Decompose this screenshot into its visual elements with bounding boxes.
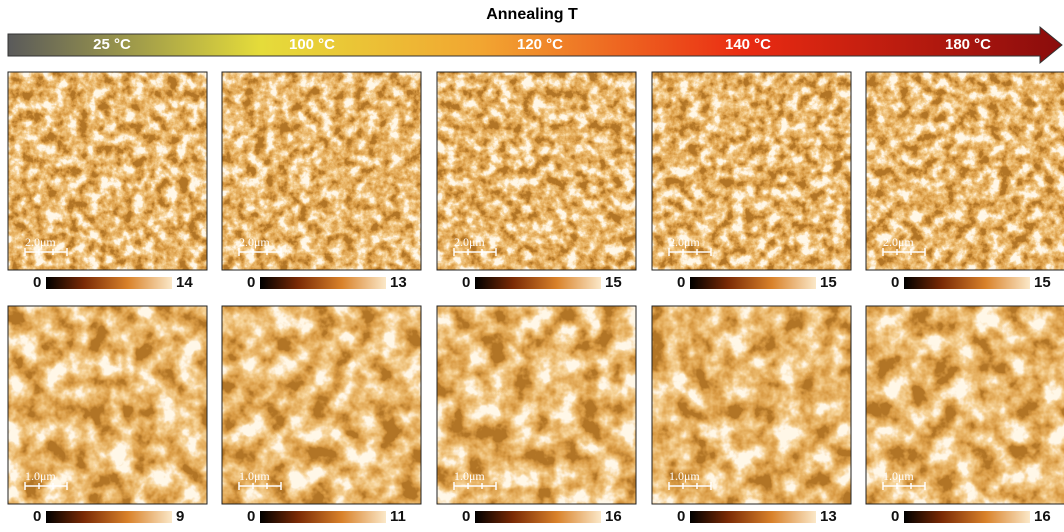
- colorbar: [46, 511, 172, 523]
- colorbar-max: 15: [605, 274, 622, 291]
- colorbar: [904, 277, 1030, 289]
- temperature-label: 140 °C: [725, 36, 771, 53]
- colorbar-min: 0: [891, 508, 899, 525]
- colorbar: [260, 511, 386, 523]
- colorbar-min: 0: [677, 508, 685, 525]
- scale-bar-label: 2.0μm: [454, 235, 485, 249]
- colorbar: [904, 511, 1030, 523]
- scale-bar-label: 1.0μm: [883, 469, 914, 483]
- colorbar-max: 13: [820, 508, 837, 525]
- scale-bar-label: 1.0μm: [454, 469, 485, 483]
- colorbar-max: 13: [390, 274, 407, 291]
- colorbar: [475, 277, 601, 289]
- scale-bar-label: 2.0μm: [669, 235, 700, 249]
- colorbar-min: 0: [462, 508, 470, 525]
- scale-bar-label: 1.0μm: [25, 469, 56, 483]
- figure: Annealing T 25 °C 100 °C 120 °C 140 °C 180 °…: [0, 0, 1064, 532]
- colorbar-min: 0: [891, 274, 899, 291]
- colorbar: [475, 511, 601, 523]
- colorbar: [690, 277, 816, 289]
- colorbar-max: 15: [820, 274, 837, 291]
- colorbar-max: 16: [605, 508, 622, 525]
- scale-bar-label: 2.0μm: [25, 235, 56, 249]
- colorbar: [260, 277, 386, 289]
- temperature-label: 120 °C: [517, 36, 563, 53]
- scale-bar-label: 1.0μm: [669, 469, 700, 483]
- colorbar-min: 0: [247, 274, 255, 291]
- scale-bar-label: 2.0μm: [239, 235, 270, 249]
- colorbar-max: 9: [176, 508, 184, 525]
- colorbar: [46, 277, 172, 289]
- colorbar-max: 16: [1034, 508, 1051, 525]
- colorbar-min: 0: [677, 274, 685, 291]
- colorbar-min: 0: [247, 508, 255, 525]
- scale-bar-label: 2.0μm: [883, 235, 914, 249]
- colorbar-min: 0: [33, 508, 41, 525]
- colorbar-min: 0: [462, 274, 470, 291]
- colorbar: [690, 511, 816, 523]
- colorbar-max: 15: [1034, 274, 1051, 291]
- colorbar-max: 14: [176, 274, 193, 291]
- scale-bar-label: 1.0μm: [239, 469, 270, 483]
- temperature-label: 100 °C: [289, 36, 335, 53]
- header-title: Annealing T: [486, 6, 578, 23]
- colorbar-max: 11: [390, 508, 406, 525]
- temperature-label: 25 °C: [93, 36, 131, 53]
- colorbar-min: 0: [33, 274, 41, 291]
- temperature-label: 180 °C: [945, 36, 991, 53]
